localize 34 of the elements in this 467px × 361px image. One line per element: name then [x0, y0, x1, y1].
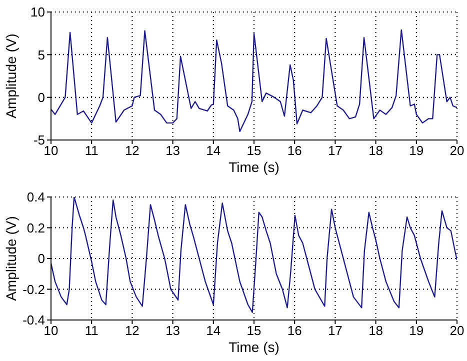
line-series	[51, 29, 457, 132]
x-tick-label: 20	[450, 143, 464, 158]
x-tick-label: 13	[166, 323, 180, 338]
x-tick-label: 15	[246, 323, 262, 338]
x-tick-label: 19	[409, 143, 424, 158]
x-tick-label: 16	[287, 143, 302, 158]
x-tick-label: 18	[368, 143, 384, 158]
y-tick-label: 0	[38, 90, 45, 105]
y-tick-label: 10	[30, 4, 45, 20]
x-tick-label: 17	[328, 143, 342, 158]
x-tick-label: 16	[287, 323, 302, 338]
x-tick-label: 20	[450, 323, 464, 338]
y-axis-title: Amplitude (V)	[3, 34, 19, 118]
x-tick-label: 14	[206, 143, 221, 158]
y-tick-label: -0.4	[22, 312, 45, 328]
y-tick-label: 5	[38, 47, 45, 62]
x-tick-label: 18	[368, 323, 384, 338]
y-tick-label: -5	[33, 132, 45, 148]
x-tick-label: 14	[206, 323, 221, 338]
x-tick-label: 12	[124, 143, 140, 158]
x-tick-label: 12	[124, 323, 140, 338]
x-tick-label: 17	[328, 323, 342, 338]
y-tick-label: -0.2	[22, 282, 45, 297]
y-tick-label: 0.2	[26, 220, 45, 236]
x-tick-label: 15	[246, 143, 262, 158]
x-axis-title: Time (s)	[228, 339, 280, 355]
x-axis-title: Time (s)	[228, 159, 280, 175]
x-tick-label: 13	[166, 143, 180, 158]
x-tick-label: 19	[409, 323, 424, 338]
x-tick-label: 11	[84, 323, 98, 338]
y-tick-label: 0	[38, 251, 45, 266]
y-tick-label: 0.4	[26, 190, 45, 205]
y-axis-title: Amplitude (V)	[3, 216, 19, 301]
x-tick-label: 11	[84, 143, 98, 158]
